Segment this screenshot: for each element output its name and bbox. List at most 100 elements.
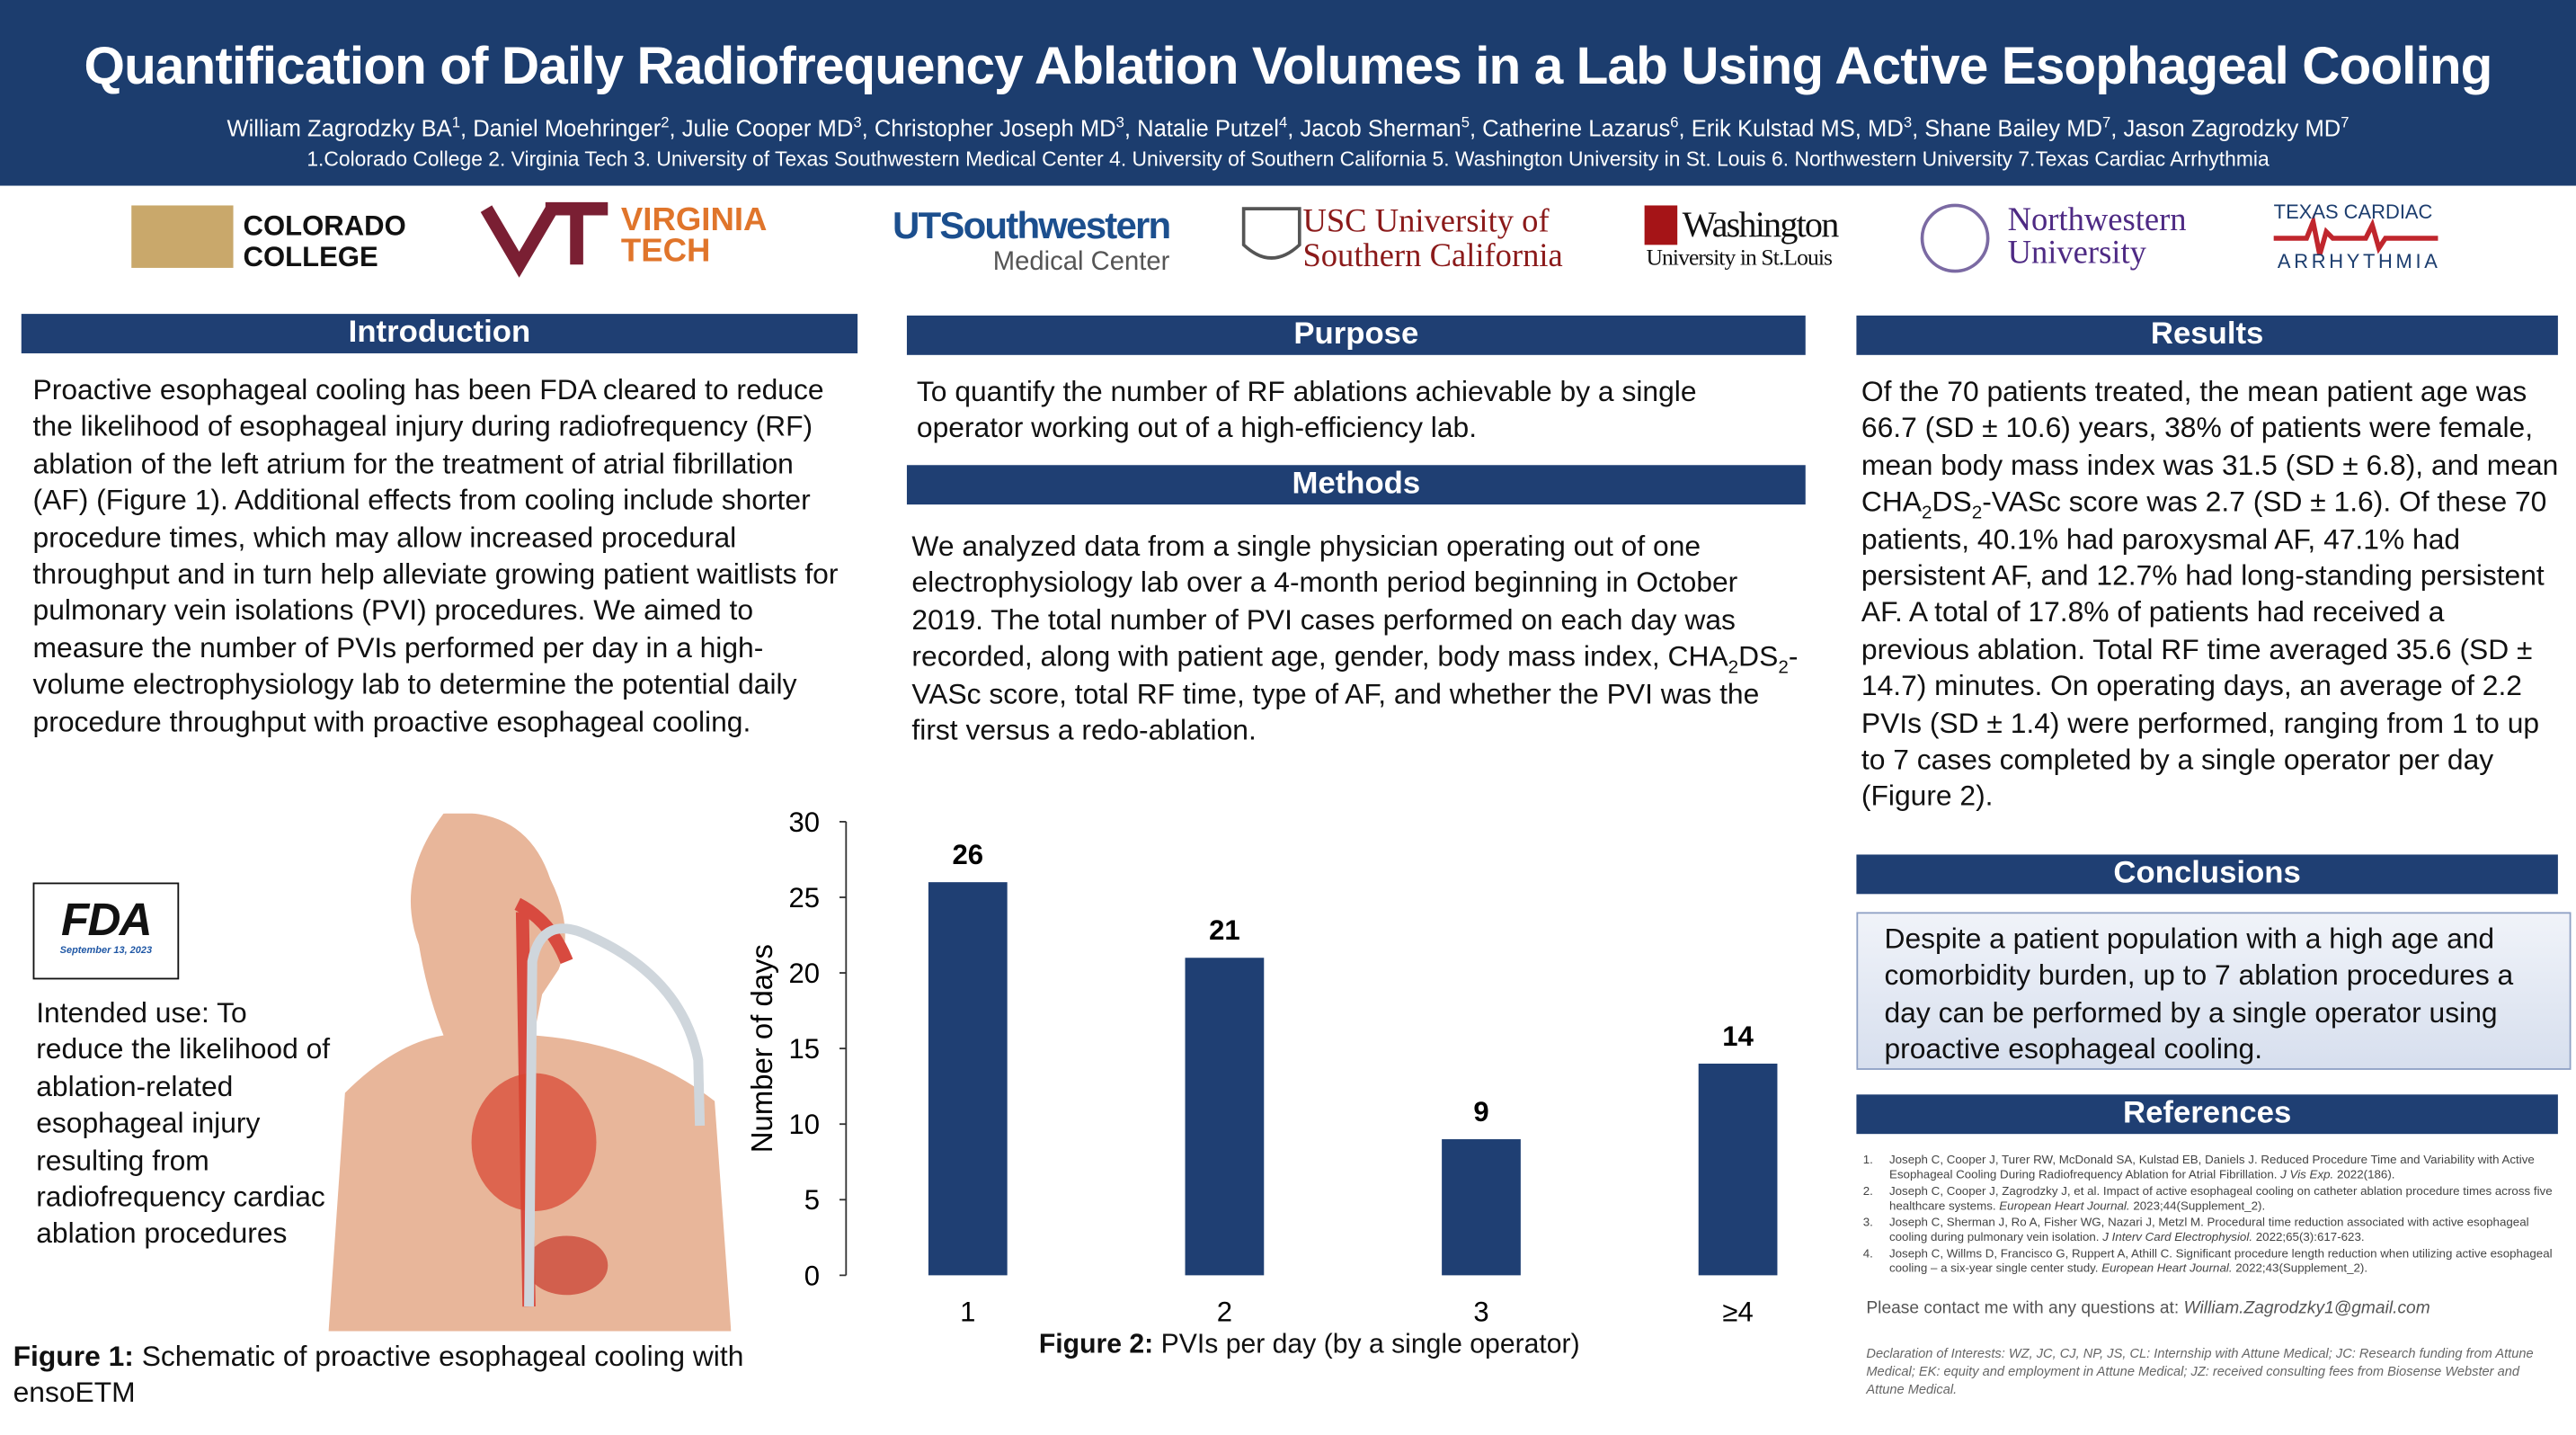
y-tick-label: 20 [789,958,821,989]
superscript: 3 [853,113,862,131]
bar [1698,1063,1778,1276]
italic-run: European Heart Journal. [2101,1260,2233,1276]
purpose-text: To quantify the number of RF ablations a… [916,374,1697,445]
text-run: -VASc score was 2.7 (SD ± 1.6). Of these… [1861,485,2547,813]
logo-text: ARRHYTHMIA [2277,249,2441,273]
superscript: 6 [1670,113,1679,131]
chart: Number of days 0 5 10 15 20 25 30 1 26 2 21 3 9 ≥4 14 [745,807,1778,1328]
superscript: 7 [2341,113,2349,131]
logo-colorado: COLORADO COLLEGE [244,210,406,272]
authors: William Zagrodzky BA1, Daniel Moehringer… [0,113,2576,142]
superscript: 4 [1278,113,1288,131]
data-label: 9 [1473,1096,1488,1128]
section-heading: Purpose [906,315,1806,355]
logo-text: Washington [1682,203,1840,245]
usc-seal [1241,207,1301,260]
text-run: -VASc score, total RF time, type of AF, … [911,639,1799,746]
logo-washu: Washington University in St.Louis [1646,203,1840,273]
subscript: 2 [1778,658,1789,679]
bar [928,882,1008,1276]
superscript: 3 [1903,113,1913,131]
bar [1442,1139,1521,1276]
reference-text: Joseph C, Cooper J, Zagrodzky J, et al. … [1889,1183,2553,1213]
section-heading: Conclusions [1856,854,2558,895]
text-run: , Jason Zagrodzky MD [2110,114,2341,142]
logo-shapes [131,201,2438,278]
references: 1. Joseph C, Cooper J, Turer RW, McDonald… [1863,1152,2554,1277]
section-heading: References [1856,1094,2558,1135]
text-run: 2022(186). [2333,1166,2395,1182]
cooling-schematic [328,813,732,1332]
text-run: , Christopher Joseph MD [861,114,1116,142]
y-tick-label: 5 [804,1184,820,1216]
logo-text: University [2007,235,2146,272]
logo-utsw: UTSouthwestern Medical Center [851,203,1171,278]
y-tick-label: 15 [789,1033,821,1065]
logo-virginia: VIRGINIA TECH [620,201,768,270]
intended-use: Intended use: To reduce the likelihood o… [36,995,331,1250]
superscript: 7 [2102,113,2111,131]
fda-date: September 13, 2023 [59,946,153,957]
italic-run: J Vis Exp. [2280,1166,2334,1182]
y-tick-label: 30 [789,807,821,838]
subscript: 2 [1922,504,1932,524]
caption-text: Schematic of proactive esophageal coolin… [13,1339,744,1410]
nu-seal [1920,203,1990,273]
conclusions-box: Despite a patient population with a high… [1856,912,2572,1070]
header: Quantification of Daily Radiofrequency A… [0,0,2576,186]
logo-text: University in St.Louis [1646,246,1833,272]
reference-number: 4. [1862,1245,1873,1261]
cc-mark [131,205,234,268]
y-axis-label: Number of days [745,944,778,1153]
figure1-caption: Figure 1: Schematic of proactive esophag… [13,1338,753,1412]
washu-shield [1644,205,1678,245]
text-run: William Zagrodzky BA [227,114,452,142]
section-heading: Introduction [21,314,858,353]
y-tick-label: 10 [789,1109,821,1140]
logo-text: VIRGINIA [620,201,768,239]
text-run: 2023;44(Supplement_2). [2129,1198,2266,1213]
reference-text: Joseph C, Willms D, Francisco G, Ruppert… [1889,1245,2553,1275]
x-tick-label: 3 [1473,1297,1488,1328]
reference-item: 4. Joseph C, Willms D, Francisco G, Ruppe… [1863,1245,2554,1275]
x-tick-label: 2 [1217,1297,1232,1328]
text-run: , Erik Kulstad MS, MD [1678,114,1904,142]
text-run: , Natalie Putzel [1124,114,1279,142]
conclusions-text: Despite a patient population with a high… [1884,922,2514,1065]
section-heading: Methods [906,465,1806,505]
reference-text: Joseph C, Sherman J, Ro A, Fisher WG, Na… [1889,1215,2553,1244]
x-tick-label: ≥4 [1722,1297,1753,1328]
text-run: We analyzed data from a single physician… [911,529,1738,673]
text-run: Of the 70 patients treated, the mean pat… [1861,374,2559,519]
text-run: DS [1738,639,1779,673]
text-run: 2022;43(Supplement_2). [2232,1260,2368,1276]
text-run: 2022;65(3):617-623. [2252,1229,2365,1244]
italic-run: J Interv Card Electrophysiol. [2102,1229,2253,1244]
contact-email: William.Zagrodzky1@gmail.com [2183,1297,2430,1318]
subscript: 2 [1971,504,1983,524]
logo-text: UTSouthwestern [892,203,1171,247]
reference-number: 1. [1862,1152,1873,1167]
bar [1185,958,1265,1276]
reference-number: 3. [1862,1214,1873,1230]
logo-text: Northwestern [2007,201,2187,239]
declaration: Declaration of Interests: WZ, JC, CJ, NP… [1866,1345,2534,1397]
logo-text: TECH [620,233,711,270]
reference-number: 2. [1862,1183,1873,1199]
intro-text: Proactive esophageal cooling has been FD… [32,372,839,738]
text-run: , Julie Cooper MD [669,114,854,142]
data-label: 14 [1722,1021,1754,1052]
x-tick-label: 1 [960,1297,975,1328]
text-run: Joseph C, Sherman J, Ro A, Fisher WG, Na… [1888,1214,2529,1244]
vt-mark [480,201,608,278]
logo-text: TEXAS CARDIAC [2273,200,2433,224]
figure2-caption: Figure 2: PVIs per day (by a single oper… [920,1330,1699,1361]
caption-label: Figure 1: [13,1339,134,1373]
logo-northwestern: Northwestern University [2008,204,2187,270]
reference-text: Joseph C, Cooper J, Turer RW, McDonald S… [1889,1152,2553,1181]
fda-text: FDA [61,894,153,945]
logo-text: USC University of [1302,203,1550,240]
